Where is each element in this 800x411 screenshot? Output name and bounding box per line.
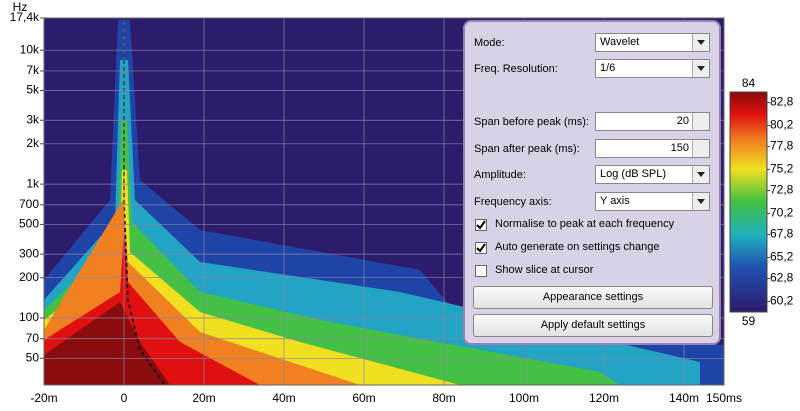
y-tick-label: 17,4k xyxy=(10,10,40,24)
x-tick-label: 0 xyxy=(121,391,128,405)
color-bar-label: 60,2 xyxy=(770,294,794,308)
plot-border xyxy=(43,17,725,386)
y-tick-label: 7k xyxy=(26,63,40,77)
color-bar-label: 62,8 xyxy=(770,271,794,285)
label: Span after peak (ms): xyxy=(474,143,580,155)
dropdown[interactable]: Log (dB SPL) xyxy=(595,165,710,184)
x-tick-label: 100m xyxy=(509,391,539,405)
color-bar-label: 70,2 xyxy=(770,206,794,220)
y-tick-label: 200 xyxy=(19,270,39,284)
dropdown-value: 1/6 xyxy=(600,62,616,74)
color-bar-label: 72,8 xyxy=(770,183,794,197)
color-bar xyxy=(729,91,768,313)
y-tick-label: 2k xyxy=(26,136,40,150)
y-tick-label: 70 xyxy=(26,331,40,345)
dropdown[interactable]: Y axis xyxy=(595,192,710,211)
y-tick-label: 1k xyxy=(26,176,40,190)
button[interactable]: Appearance settings xyxy=(473,286,713,309)
color-bar-label: 80,2 xyxy=(770,118,794,132)
x-tick-label: 80m xyxy=(432,391,455,405)
color-bar-label: 75,2 xyxy=(770,162,794,176)
dropdown-value: Y axis xyxy=(600,195,630,207)
label: Frequency axis: xyxy=(474,196,552,208)
color-bar-label: 77,8 xyxy=(770,139,794,153)
checkbox-label: Show slice at cursor xyxy=(495,264,594,276)
dropdown[interactable]: 1/6 xyxy=(595,59,710,78)
button[interactable]: Apply default settings xyxy=(473,314,713,337)
y-tick-label: 10k xyxy=(20,42,40,56)
x-tick-label: 40m xyxy=(272,391,295,405)
heat-region xyxy=(44,302,170,385)
x-tick-label: 140m xyxy=(669,391,699,405)
y-tick-label: 300 xyxy=(19,246,39,260)
y-tick-label: 50 xyxy=(26,350,40,364)
y-tick-label: 100 xyxy=(19,310,39,324)
checkbox[interactable] xyxy=(475,242,487,254)
checkbox[interactable] xyxy=(475,219,487,231)
checkbox-label: Auto generate on settings change xyxy=(495,241,660,253)
color-bar-label: 65,2 xyxy=(770,250,794,264)
dropdown-value: Wavelet xyxy=(600,36,640,48)
checkbox[interactable] xyxy=(475,265,487,277)
label: Amplitude: xyxy=(474,169,526,181)
x-tick-label: -20m xyxy=(30,391,57,405)
label: Mode: xyxy=(474,37,505,49)
y-tick-label: 700 xyxy=(19,197,39,211)
label: Span before peak (ms): xyxy=(474,116,589,128)
spinner[interactable]: 150 xyxy=(595,139,710,158)
color-bar-label: 82,8 xyxy=(770,95,794,109)
spinner-value: 20 xyxy=(676,115,689,127)
spinner-value: 150 xyxy=(670,142,689,154)
dropdown-value: Log (dB SPL) xyxy=(600,168,667,180)
settings-panel: Mode: Wavelet Freq. Resolution: 1/6 Span… xyxy=(463,20,721,345)
label: Freq. Resolution: xyxy=(474,63,558,75)
spinner[interactable]: 20 xyxy=(595,112,710,131)
color-bar-max: 84 xyxy=(742,76,756,90)
y-tick-label: 5k xyxy=(26,83,40,97)
color-bar-label: 67,8 xyxy=(770,227,794,241)
y-axis-title: Hz xyxy=(13,0,28,14)
x-tick-label: 20m xyxy=(192,391,215,405)
x-tick-label: 120m xyxy=(589,391,619,405)
x-tick-label: 60m xyxy=(352,391,375,405)
color-bar-min: 59 xyxy=(742,314,756,328)
y-tick-label: 3k xyxy=(26,112,40,126)
dropdown[interactable]: Wavelet xyxy=(595,33,710,52)
y-tick-label: 500 xyxy=(19,217,39,231)
checkbox-label: Normalise to peak at each frequency xyxy=(495,218,675,230)
x-tick-label: 150ms xyxy=(706,391,742,405)
